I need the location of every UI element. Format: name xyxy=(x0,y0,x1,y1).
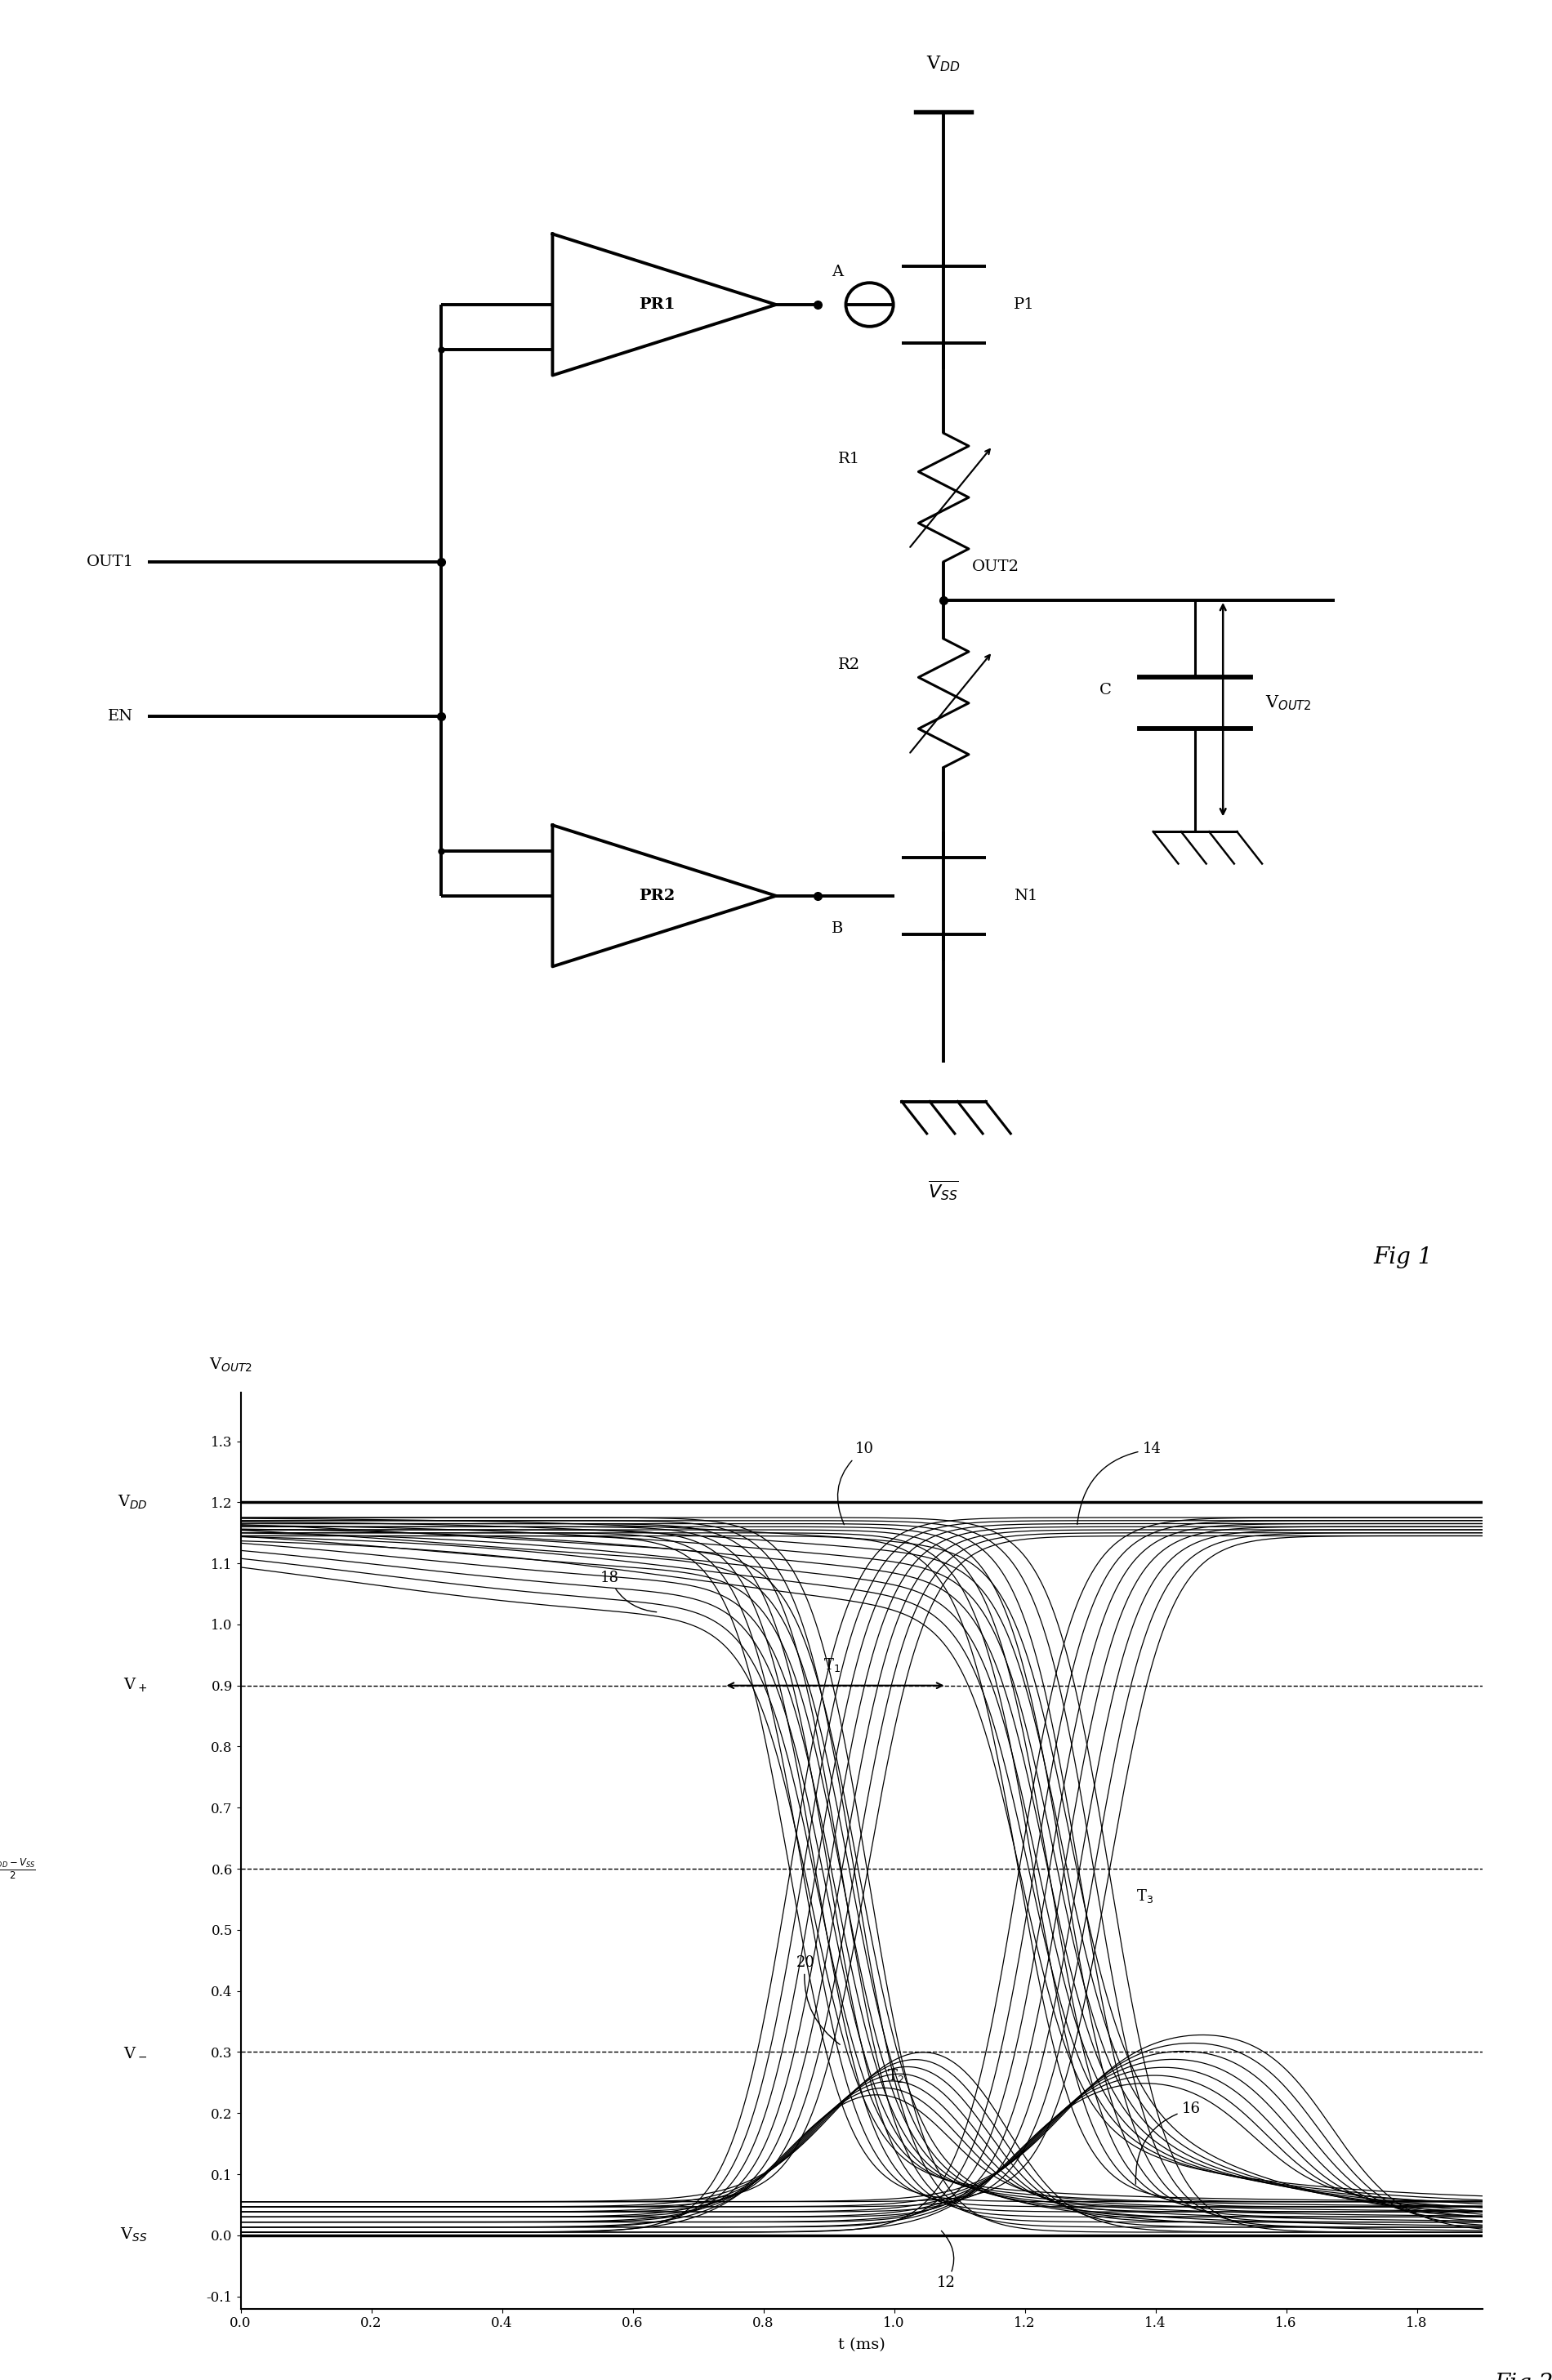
Text: P1: P1 xyxy=(1013,298,1034,312)
Text: 12: 12 xyxy=(936,2230,954,2290)
Text: V$_{SS}$: V$_{SS}$ xyxy=(120,2228,147,2244)
Text: Fig 1: Fig 1 xyxy=(1374,1247,1432,1269)
Text: 14: 14 xyxy=(1077,1442,1161,1526)
Text: $\frac{V_{DD}-V_{SS}}{2}$: $\frac{V_{DD}-V_{SS}}{2}$ xyxy=(0,1856,36,1880)
Text: V$_{OUT2}$: V$_{OUT2}$ xyxy=(1265,695,1311,712)
Text: 20: 20 xyxy=(796,1954,840,2044)
Text: OUT1: OUT1 xyxy=(85,555,133,569)
Text: 10: 10 xyxy=(838,1442,874,1526)
Text: T$_3$: T$_3$ xyxy=(1136,1887,1153,1904)
Text: R2: R2 xyxy=(838,657,860,671)
Text: V$_{OUT2}$: V$_{OUT2}$ xyxy=(210,1357,253,1373)
X-axis label: t (ms): t (ms) xyxy=(838,2337,885,2351)
Text: Fig 2: Fig 2 xyxy=(1495,2373,1552,2380)
Text: N1: N1 xyxy=(1013,888,1037,902)
Text: A: A xyxy=(832,264,843,278)
Text: $\overline{V_{SS}}$: $\overline{V_{SS}}$ xyxy=(928,1178,959,1202)
Text: 18: 18 xyxy=(601,1571,656,1611)
Text: PR2: PR2 xyxy=(639,888,675,902)
Text: V$_-$: V$_-$ xyxy=(124,2044,147,2059)
Text: 16: 16 xyxy=(1136,2102,1200,2185)
Text: V$_{DD}$: V$_{DD}$ xyxy=(118,1495,147,1511)
Text: T$_1$: T$_1$ xyxy=(824,1656,841,1673)
Text: C: C xyxy=(1099,683,1111,697)
Text: T$_2$: T$_2$ xyxy=(888,2068,905,2085)
Text: OUT2: OUT2 xyxy=(972,559,1020,574)
Text: R1: R1 xyxy=(838,452,860,466)
Text: EN: EN xyxy=(109,709,133,724)
Text: PR1: PR1 xyxy=(639,298,675,312)
Text: V$_+$: V$_+$ xyxy=(124,1678,147,1695)
Text: B: B xyxy=(832,921,844,935)
Text: V$_{DD}$: V$_{DD}$ xyxy=(927,55,961,74)
